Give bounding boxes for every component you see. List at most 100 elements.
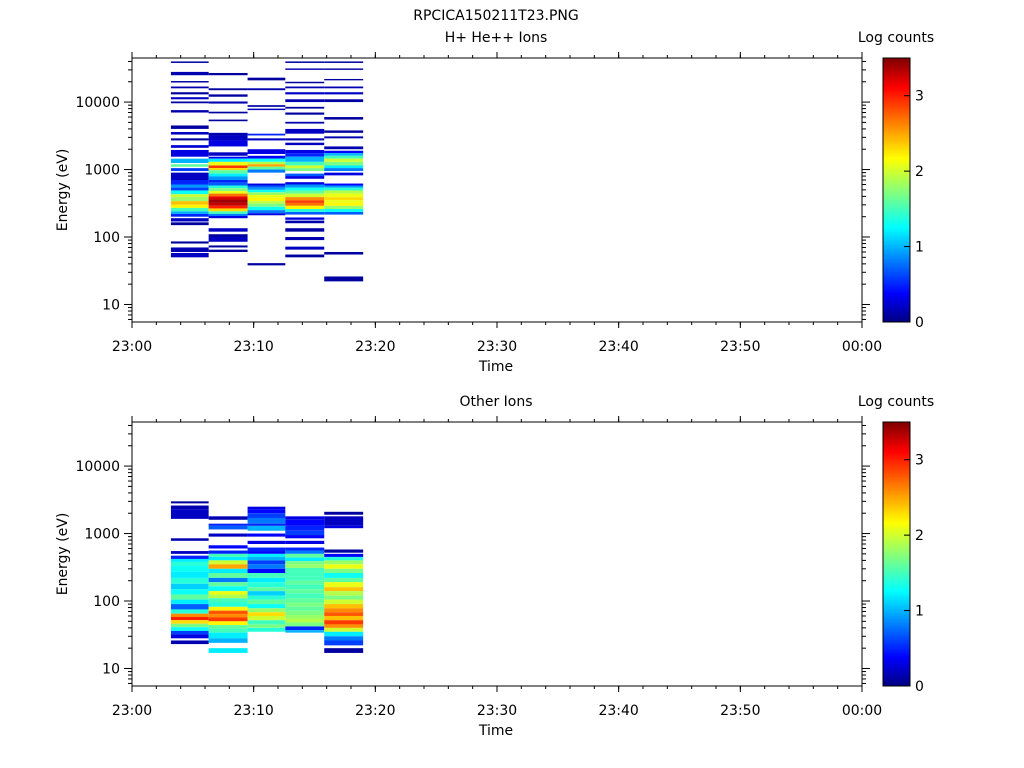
x-tick-label: 23:00 — [112, 339, 152, 355]
colorbar-segment — [883, 466, 910, 469]
heatmap-cell — [208, 577, 248, 583]
colorbar-segment — [883, 58, 910, 61]
heatmap-cell — [247, 540, 286, 544]
colorbar-segment — [883, 80, 910, 83]
heatmap-cell — [324, 193, 364, 198]
colorbar-segment — [883, 549, 910, 553]
heatmap-cell — [208, 545, 248, 549]
colorbar-segment — [883, 457, 910, 460]
colorbar-segment — [883, 499, 910, 502]
heatmap-cell — [208, 625, 248, 629]
colorbar-segment — [883, 459, 910, 462]
heatmap-cell — [247, 599, 286, 605]
heatmap-cell — [285, 519, 325, 526]
colorbar-segment — [883, 198, 910, 202]
colorbar-segment — [883, 580, 910, 583]
heatmap-cell — [170, 247, 209, 252]
colorbar-segment — [883, 628, 910, 632]
colorbar-segment — [883, 130, 910, 134]
colorbar-segment — [883, 203, 910, 206]
heatmap-cell — [170, 164, 209, 167]
colorbar-segment — [883, 82, 910, 85]
heatmap-cell — [285, 576, 325, 581]
heatmap-cell — [208, 553, 248, 557]
x-tick-label: 23:20 — [355, 339, 395, 355]
colorbar-segment — [883, 157, 910, 160]
heatmap-cell — [285, 205, 325, 210]
heatmap-cell — [208, 550, 248, 554]
heatmap-cell — [285, 530, 325, 536]
colorbar-segment — [883, 444, 910, 447]
heatmap-cell — [170, 555, 209, 559]
heatmap-cells — [170, 61, 364, 282]
heatmap-cell — [170, 538, 209, 541]
colorbar-segment — [883, 490, 910, 493]
heatmap-cell — [247, 612, 286, 616]
colorbar-segment — [883, 613, 910, 616]
heatmap-cell — [285, 99, 325, 103]
heatmap-cell — [285, 138, 325, 141]
heatmap-cell — [285, 68, 325, 70]
colorbar-segment — [883, 609, 910, 612]
colorbar-segment — [883, 278, 910, 281]
colorbar-segment — [883, 560, 910, 564]
colorbar-segment — [883, 148, 910, 151]
heatmap-cell — [170, 561, 209, 567]
heatmap-cell — [208, 196, 248, 200]
heatmap-cell — [208, 556, 248, 561]
colorbar-segment — [883, 271, 910, 274]
heatmap-cell — [285, 540, 325, 544]
heatmap-cell — [285, 561, 325, 565]
heatmap-cell — [285, 550, 325, 554]
heatmap-cell — [247, 533, 286, 537]
heatmap-cell — [324, 117, 364, 120]
colorbar-segment — [883, 302, 910, 305]
colorbar-segment — [883, 205, 910, 208]
colorbar-segment — [883, 71, 910, 74]
heatmap-cell — [324, 251, 364, 255]
heatmap-cell — [324, 549, 364, 553]
colorbar-segment — [883, 635, 910, 638]
heatmap-cell — [285, 610, 325, 616]
colorbar-segment — [883, 165, 910, 169]
colorbar-tick-label: 2 — [915, 528, 924, 544]
colorbar-segment — [883, 216, 910, 219]
heatmap-cell — [247, 506, 286, 510]
heatmap-cell — [324, 595, 364, 600]
heatmap-cell — [285, 176, 325, 179]
heatmap-cell — [247, 213, 286, 216]
heatmap-cell — [324, 183, 364, 186]
heatmap-cell — [247, 577, 286, 583]
heatmap-cell — [324, 612, 364, 616]
colorbar-segment — [883, 485, 910, 489]
colorbar-segment — [883, 679, 910, 682]
heatmap-cell — [208, 202, 248, 206]
heatmap-cell — [324, 86, 364, 89]
colorbar-segment — [883, 426, 910, 429]
colorbar: 0 1 2 3 — [882, 421, 924, 695]
colorbar-segment — [883, 637, 910, 641]
colorbar-segment — [883, 163, 910, 167]
heatmap-cell — [285, 121, 325, 124]
heatmap-cell — [208, 533, 248, 537]
colorbar-segment — [883, 238, 910, 241]
colorbar-segment — [883, 99, 910, 103]
colorbar-segment — [883, 293, 910, 296]
heatmap-cell — [285, 584, 325, 590]
heatmap-cell — [285, 535, 325, 539]
colorbar-segment — [883, 291, 910, 294]
colorbar-segment — [883, 236, 910, 239]
colorbar-segment — [883, 185, 910, 189]
heatmap-cell — [170, 138, 209, 141]
colorbar-segment — [883, 282, 910, 285]
heatmap-cell — [247, 185, 286, 188]
heatmap-cell — [247, 105, 286, 107]
colorbar-segment — [883, 644, 910, 647]
colorbar-segment — [883, 472, 910, 476]
colorbar-segment — [883, 126, 910, 129]
colorbar-segment — [883, 251, 910, 255]
colorbar-segment — [883, 538, 910, 542]
colorbar-segment — [883, 661, 910, 665]
heatmap-cell — [208, 525, 248, 530]
colorbar-segment — [883, 77, 910, 81]
